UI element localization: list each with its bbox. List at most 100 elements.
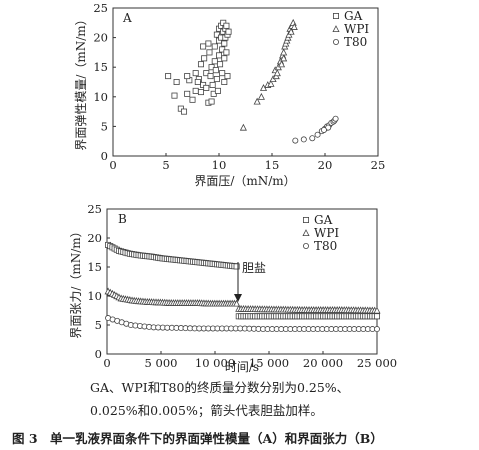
panel-a-point-ga (197, 61, 204, 68)
panel-a-legend-marker-ga (332, 12, 339, 19)
panel-a-point-ga (212, 67, 219, 74)
panel-b-x-tick-label: 0 (103, 356, 110, 370)
panel-b-y-tick-label: 0 (95, 347, 102, 361)
panel-a-point-ga (203, 84, 210, 91)
panel-b-y-tick-label: 5 (95, 318, 102, 332)
panel-b-y-tick-label: 10 (87, 289, 102, 303)
panel-a-point-ga (221, 55, 228, 62)
panel-a-legend-marker-t80 (332, 39, 339, 46)
panel-b-legend-label-wpi: WPI (314, 226, 339, 240)
caption-note-line1: GA、WPI和T80的终质量分数分别为0.25%、 (90, 380, 350, 395)
panel-a-point-ga (211, 43, 218, 50)
panel-a-plot-frame (112, 7, 379, 157)
panel-a-x-tick-label: 15 (265, 158, 280, 172)
panel-a-point-ga (192, 87, 199, 94)
panel-a-y-tick-label: 5 (101, 119, 108, 133)
panel-a-x-axis-label: 界面压/（mN/m） (194, 174, 295, 188)
panel-b-point-wpi (373, 306, 381, 314)
panel-a-legend-label-ga: GA (344, 9, 363, 23)
bile-salt-arrow-head (234, 294, 242, 302)
panel-a-point-ga (219, 70, 226, 77)
panel-a-point-wpi (287, 27, 295, 35)
panel-a-x-tick-label: 10 (212, 158, 227, 172)
panel-a-x-tick-label: 0 (109, 158, 116, 172)
panel-a-point-wpi (280, 54, 288, 62)
panel-b: B 0 5 000 10 000 15 000 20 000 25 000 0 5 10 15 2… (69, 202, 397, 374)
panel-b-x-axis-label: 时间/s (225, 360, 259, 374)
panel-b-label: B (118, 212, 127, 226)
panel-a-point-ga (194, 79, 201, 86)
panel-b-point-t80 (373, 326, 380, 333)
panel-a-point-wpi (289, 18, 297, 26)
panel-a-legend-marker-wpi (332, 25, 340, 32)
figure-caption: 图 3 单一乳液界面条件下的界面弹性模量（A）和界面张力（B） (12, 431, 383, 446)
panel-b-x-tick-label: 5 000 (145, 356, 178, 370)
panel-a-point-ga (215, 52, 222, 59)
panel-b-legend-label-ga: GA (314, 213, 333, 227)
panel-a-point-t80 (300, 136, 307, 143)
panel-a-point-ga (209, 81, 216, 88)
panel-a-point-ga (208, 98, 215, 105)
panel-a-point-ga (207, 73, 214, 80)
bile-salt-annotation: 胆盐 (242, 261, 266, 275)
panel-a-point-ga (223, 22, 230, 29)
panel-a-point-ga (181, 108, 188, 115)
panel-a-point-ga (223, 49, 230, 56)
panel-b-legend-marker-t80 (302, 242, 309, 249)
panel-b-x-tick-label: 15 000 (249, 356, 289, 370)
panel-a-point-wpi (277, 60, 286, 68)
panel-a-legend-label-t80: T80 (344, 35, 367, 49)
panel-a-point-ga (189, 96, 196, 103)
panel-a-point-wpi (253, 97, 261, 105)
panel-b-y-tick-label: 15 (87, 260, 102, 274)
panel-a-point-ga (192, 70, 199, 77)
panel-a-y-tick-label: 10 (93, 90, 108, 104)
panel-a-point-ga (205, 40, 212, 47)
panel-a-point-ga (171, 92, 178, 99)
panel-a-point-ga (214, 87, 221, 94)
panel-a-y-tick-label: 25 (93, 1, 108, 15)
panel-b-x-tick-label: 10 000 (195, 356, 235, 370)
panel-a-y-axis-label: 界面弹性模量/（mN/m） (74, 13, 88, 150)
panel-a-point-ga (201, 55, 208, 62)
panel-a-point-wpi (257, 92, 265, 100)
panel-a-point-ga (184, 90, 191, 97)
panel-a-y-tick-label: 15 (93, 60, 108, 74)
panel-b-y-tick-label: 25 (87, 202, 102, 216)
panel-a-point-ga (217, 61, 224, 68)
panel-a-y-tick-label: 0 (101, 149, 108, 163)
panel-a-point-ga (224, 73, 231, 80)
panel-a-point-ga (225, 28, 232, 35)
panel-a-point-t80 (309, 135, 316, 142)
panel-a-point-t80 (332, 115, 339, 122)
panel-a-point-wpi (273, 69, 281, 77)
caption-note-line2: 0.025%和0.005%；箭头代表胆盐加样。 (90, 403, 323, 418)
panel-b-legend-marker-ga (302, 216, 309, 223)
panel-b-y-axis-label: 界面张力/（mN/m） (69, 225, 83, 338)
panel-a-legend-label-wpi: WPI (344, 22, 369, 36)
panel-b-x-tick-label: 25 000 (357, 356, 397, 370)
panel-a-point-ga (221, 79, 228, 86)
panel-b-legend-label-t80: T80 (314, 239, 337, 253)
panel-a-point-ga (213, 76, 220, 83)
panel-a-point-ga (184, 73, 191, 80)
panel-a-point-ga (206, 49, 213, 56)
panel-b-x-tick-label: 20 000 (303, 356, 343, 370)
panel-a-point-t80 (314, 131, 321, 138)
panel-a-point-ga (197, 89, 204, 96)
panel-b-point-ga (373, 313, 380, 320)
panel-b-legend-marker-wpi (302, 229, 310, 236)
panel-a-point-ga (221, 40, 228, 47)
panel-a-x-tick-label: 5 (162, 158, 169, 172)
panel-a-point-wpi (267, 79, 275, 87)
panel-a-point-ga (211, 58, 218, 65)
panel-a-point-wpi (280, 48, 288, 56)
panel-a-y-tick-label: 20 (93, 31, 108, 45)
panel-a-point-ga (173, 79, 180, 86)
panel-a-point-t80 (292, 137, 299, 144)
panel-b-plot-frame (106, 208, 378, 355)
panel-b-y-tick-label: 20 (87, 231, 102, 245)
panel-a-point-wpi (239, 123, 247, 131)
